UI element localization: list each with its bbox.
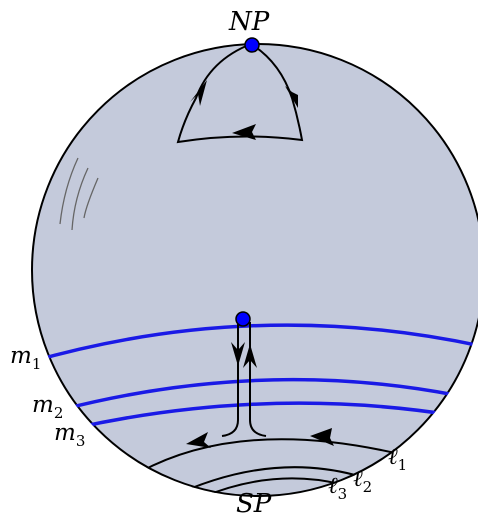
label-north-pole: NP (228, 7, 270, 37)
arrow-l1-right (310, 428, 334, 446)
curve-m3 (74, 401, 471, 430)
basepoint (235, 311, 251, 327)
curve-l1 (139, 438, 396, 473)
curve-l3 (174, 477, 341, 497)
label-south-pole: SP (236, 489, 272, 518)
label-l1: ℓ1 (388, 444, 407, 474)
arrow-loop-up (243, 344, 257, 368)
sphere (31, 43, 478, 497)
label-m3: m3 (54, 420, 85, 450)
label-l2: ℓ2 (353, 466, 372, 496)
arrow-l1-left (186, 432, 211, 448)
label-m2: m2 (32, 392, 63, 422)
arrow-triangle-right (285, 86, 298, 108)
label-l3: ℓ3 (328, 473, 347, 503)
shading-hatch (59, 157, 99, 231)
arrow-loop-down (231, 342, 245, 366)
north-pole-point (244, 37, 260, 53)
label-m1: m1 (10, 343, 41, 373)
arrow-triangle-left (190, 80, 207, 106)
arrow-triangle-bottom (232, 124, 256, 140)
curve-m1 (31, 323, 478, 364)
loop-down-left (221, 322, 239, 437)
curve-m2 (59, 377, 471, 412)
loop-up-right (249, 322, 267, 437)
